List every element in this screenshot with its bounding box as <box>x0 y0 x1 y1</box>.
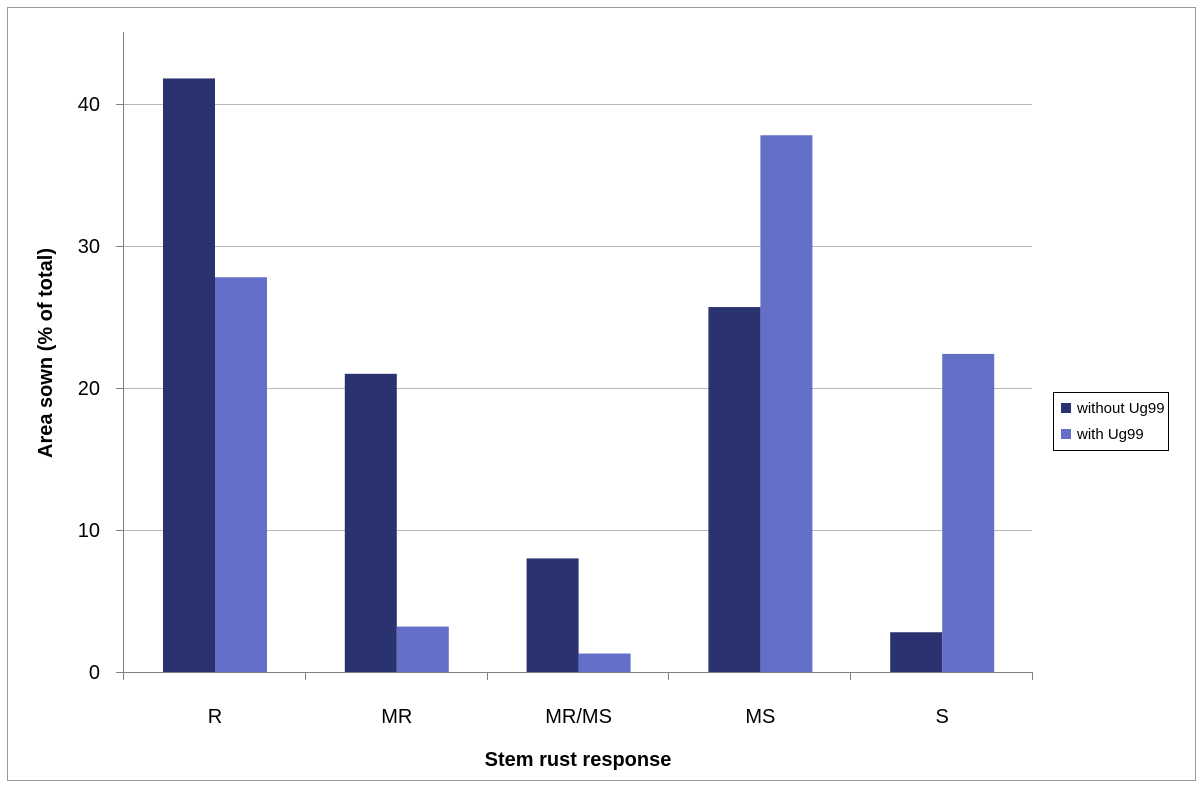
y-tick-label: 40 <box>78 94 100 116</box>
legend-swatch-without-ug99 <box>1061 403 1071 413</box>
legend-label-with-ug99: with Ug99 <box>1076 426 1144 443</box>
legend-box <box>1053 392 1169 451</box>
bar-r-without-ug99 <box>163 78 215 672</box>
x-tick-label: R <box>208 706 222 728</box>
x-tick-label: MS <box>745 706 775 728</box>
y-tick-label: 20 <box>78 378 100 400</box>
x-tick-labels: R MR MR/MS MS S <box>208 706 949 728</box>
bar-mr-ms-with-ug99 <box>578 653 631 672</box>
bar-s-without-ug99 <box>890 632 943 672</box>
y-tick-label: 0 <box>89 662 100 684</box>
bar-mr-without-ug99 <box>344 373 397 672</box>
bar-s-with-ug99 <box>942 353 995 672</box>
legend-label-without-ug99: without Ug99 <box>1076 400 1165 417</box>
bar-ms-with-ug99 <box>760 135 813 673</box>
axes <box>116 32 1033 680</box>
legend-swatch-with-ug99 <box>1061 429 1071 439</box>
y-tick-labels: 0 10 20 30 40 <box>78 94 100 684</box>
bar-mr-ms-without-ug99 <box>526 558 579 672</box>
bar-ms-without-ug99 <box>708 307 761 672</box>
x-tick-label: S <box>936 706 949 728</box>
bar-mr-with-ug99 <box>396 626 449 672</box>
bar-r-with-ug99 <box>215 277 267 672</box>
y-tick-label: 10 <box>78 520 100 542</box>
x-axis-title: Stem rust response <box>485 749 672 771</box>
legend: without Ug99 with Ug99 <box>1053 392 1169 451</box>
y-axis-title: Area sown (% of total) <box>35 248 57 458</box>
x-tick-label: MR <box>381 706 412 728</box>
gridlines <box>123 104 1032 531</box>
y-tick-label: 30 <box>78 236 100 258</box>
bars <box>163 78 995 673</box>
x-tick-label: MR/MS <box>545 706 612 728</box>
